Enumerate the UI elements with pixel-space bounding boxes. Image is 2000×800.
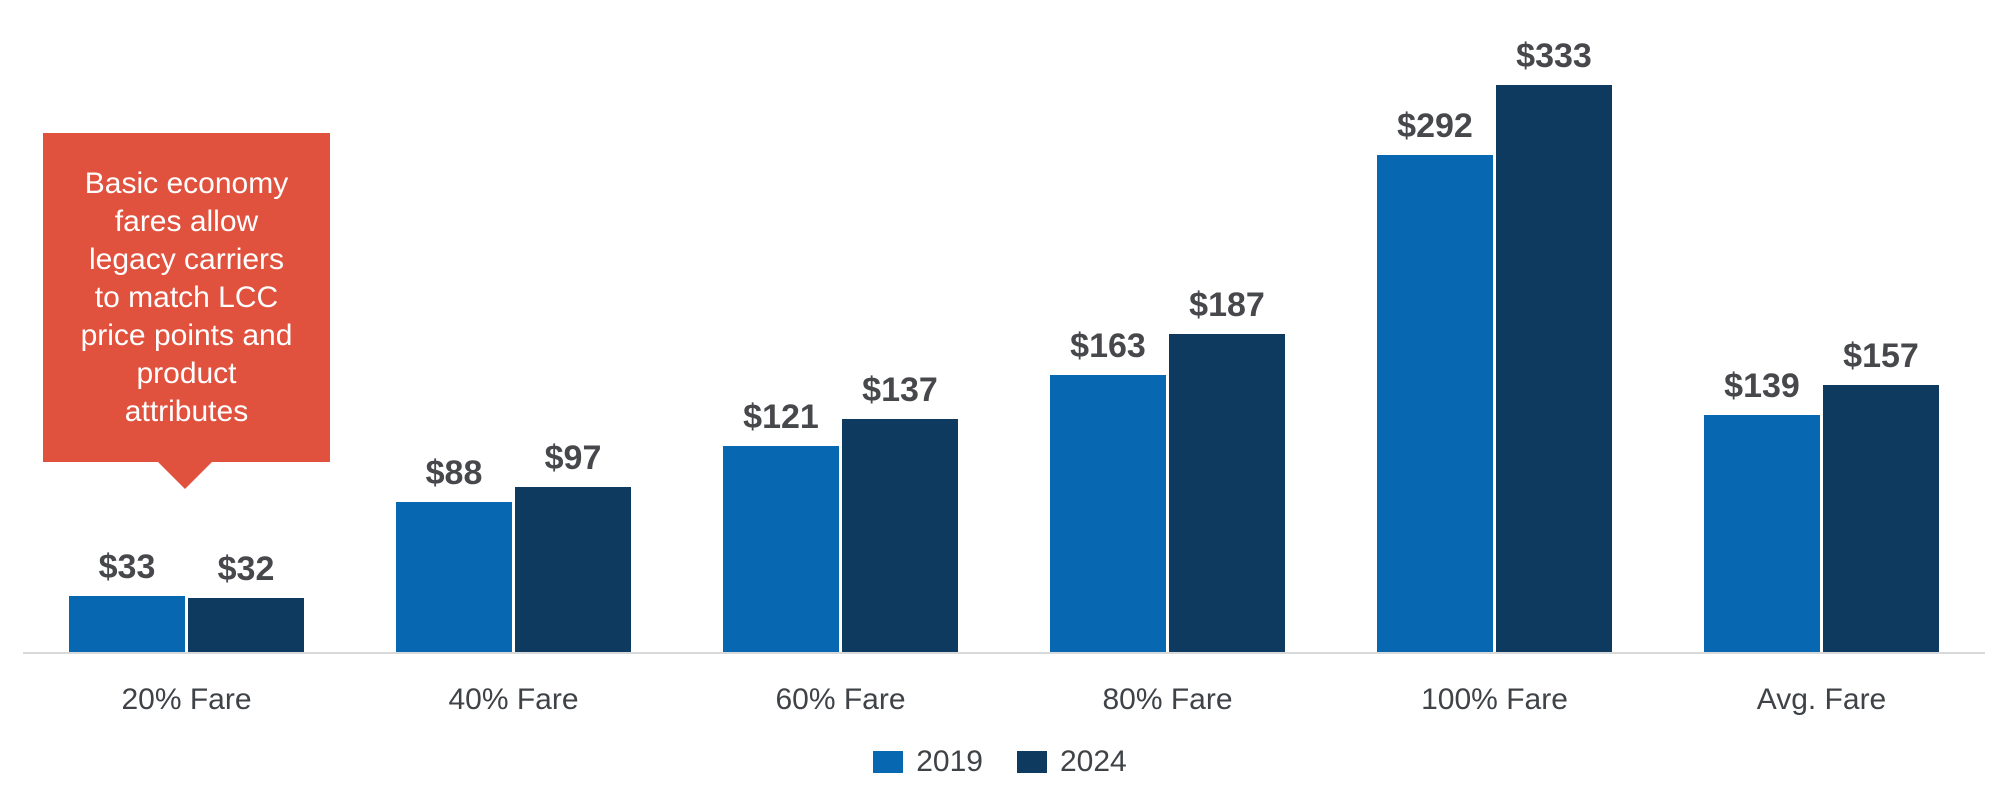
bar-wrap-2024-60-fare: $137 [842, 371, 958, 652]
bar-wrap-2019-80-fare: $163 [1050, 327, 1166, 652]
callout: Basic economy fares allow legacy carrier… [43, 133, 330, 489]
bar-2024-60-fare [842, 419, 958, 652]
bar-wrap-2024-20-fare: $32 [188, 550, 304, 652]
bar-2019-40-fare [396, 502, 512, 652]
bar-value-2024-20-fare: $32 [217, 550, 275, 588]
bar-value-2019-40-fare: $88 [425, 454, 483, 492]
bar-pair-avg-fare: $139 $157 [1704, 337, 1939, 652]
bar-pair-100-fare: $292 $333 [1377, 37, 1612, 652]
bar-wrap-2019-40-fare: $88 [396, 454, 512, 652]
category-label-80-fare: 80% Fare [1102, 683, 1233, 716]
bar-group-20-fare: $33 $32 [23, 0, 350, 652]
bar-2019-avg-fare [1704, 415, 1820, 652]
bar-wrap-2024-100-fare: $333 [1496, 37, 1612, 652]
bar-group-avg-fare: $139 $157 [1658, 0, 1985, 652]
bar-wrap-2024-40-fare: $97 [515, 439, 631, 652]
bar-value-2019-60-fare: $121 [743, 398, 819, 436]
bar-group-60-fare: $121 $137 [677, 0, 1004, 652]
bar-pair-40-fare: $88 $97 [396, 439, 631, 652]
bar-group-100-fare: $292 $333 [1331, 0, 1658, 652]
bar-value-2024-40-fare: $97 [544, 439, 602, 477]
bar-2024-20-fare [188, 598, 304, 652]
bar-2019-20-fare [69, 596, 185, 652]
bar-group-80-fare: $163 $187 [1004, 0, 1331, 652]
category-label-60-fare: 60% Fare [775, 683, 906, 716]
bar-wrap-2024-80-fare: $187 [1169, 286, 1285, 652]
bar-pair-60-fare: $121 $137 [723, 371, 958, 652]
bar-wrap-2019-100-fare: $292 [1377, 107, 1493, 652]
bar-2019-80-fare [1050, 375, 1166, 652]
legend: 2019 2024 [0, 745, 2000, 779]
bar-group-40-fare: $88 $97 [350, 0, 677, 652]
bar-2024-100-fare [1496, 85, 1612, 652]
bar-2019-60-fare [723, 446, 839, 652]
bar-wrap-2024-avg-fare: $157 [1823, 337, 1939, 652]
bar-value-2019-100-fare: $292 [1397, 107, 1473, 145]
callout-text: Basic economy fares allow legacy carrier… [80, 166, 293, 428]
legend-item-2019: 2019 [873, 745, 983, 779]
bar-value-2019-20-fare: $33 [98, 548, 156, 586]
bar-value-2024-60-fare: $137 [862, 371, 938, 409]
bar-2024-80-fare [1169, 334, 1285, 652]
legend-label-2024: 2024 [1060, 745, 1127, 778]
bar-wrap-2019-20-fare: $33 [69, 548, 185, 652]
bar-value-2024-100-fare: $333 [1516, 37, 1592, 75]
bar-2024-40-fare [515, 487, 631, 652]
category-label-40-fare: 40% Fare [448, 683, 579, 716]
x-axis-line [23, 652, 1985, 654]
bar-2019-100-fare [1377, 155, 1493, 652]
legend-swatch-icon-2019 [873, 751, 904, 773]
bar-pair-80-fare: $163 $187 [1050, 286, 1285, 652]
callout-pointer-icon [158, 462, 212, 489]
bar-wrap-2019-60-fare: $121 [723, 398, 839, 652]
legend-item-2024: 2024 [1017, 745, 1127, 779]
legend-label-2019: 2019 [916, 745, 983, 778]
category-label-20-fare: 20% Fare [121, 683, 252, 716]
bar-value-2024-80-fare: $187 [1189, 286, 1265, 324]
bar-pair-20-fare: $33 $32 [69, 548, 304, 652]
bar-value-2024-avg-fare: $157 [1843, 337, 1919, 375]
bar-value-2019-avg-fare: $139 [1724, 367, 1800, 405]
category-label-avg-fare: Avg. Fare [1756, 683, 1887, 716]
category-labels: 20% Fare 40% Fare 60% Fare 80% Fare 100% Far… [23, 683, 1985, 717]
bar-value-2019-80-fare: $163 [1070, 327, 1146, 365]
bar-groups: $33 $32 $88 $97 $121 $137 $163 $187 $292 $333 $139… [23, 0, 1985, 652]
bar-2024-avg-fare [1823, 385, 1939, 652]
bar-wrap-2019-avg-fare: $139 [1704, 367, 1820, 652]
legend-swatch-icon-2024 [1017, 751, 1047, 773]
category-label-100-fare: 100% Fare [1421, 683, 1568, 716]
